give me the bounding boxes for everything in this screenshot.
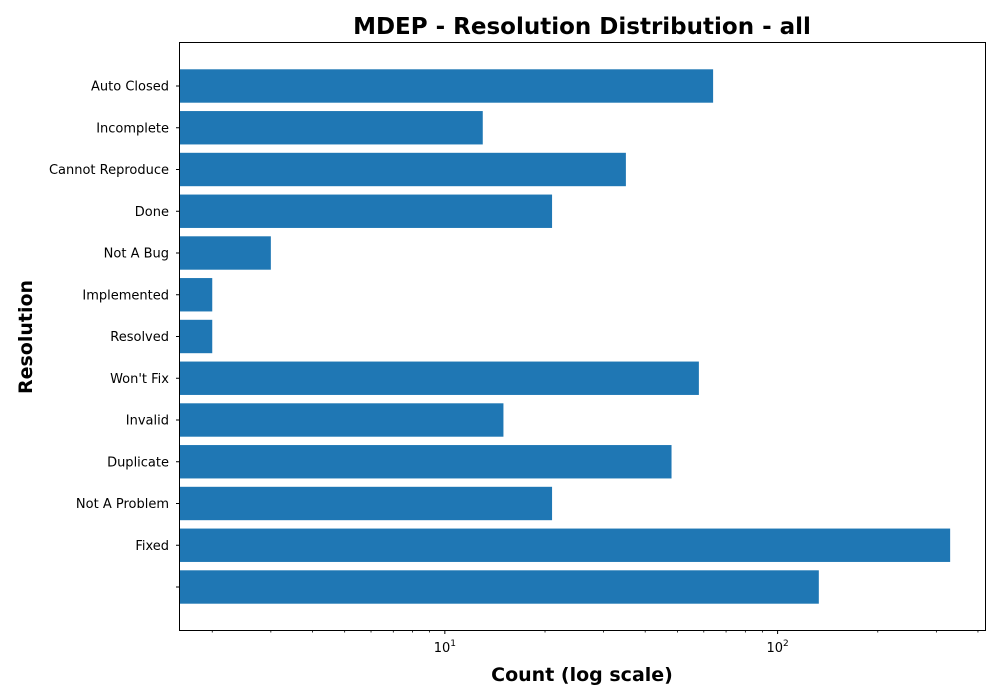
y-tick-label: Invalid	[126, 414, 169, 429]
x-tick-label: 101	[434, 639, 456, 656]
y-tick-label: Not A Problem	[76, 497, 169, 512]
bar-incomplete	[180, 111, 483, 145]
y-tick-label: Done	[135, 205, 169, 220]
y-tick-label: Not A Bug	[104, 247, 169, 262]
bar-won-t-fix	[180, 361, 699, 395]
bar-auto-closed	[180, 69, 714, 103]
bars-group	[180, 69, 951, 604]
y-tick-label: Fixed	[135, 539, 169, 554]
x-axis-label: Count (log scale)	[491, 664, 673, 686]
bar-cannot-reproduce	[180, 152, 626, 187]
bar-not-a-bug	[180, 236, 271, 270]
y-tick-label: Resolved	[110, 330, 169, 345]
y-axis-label: Resolution	[15, 280, 37, 394]
y-tick-label: Duplicate	[107, 455, 169, 470]
y-tick-label: Cannot Reproduce	[49, 163, 169, 178]
plot-frame	[179, 42, 986, 631]
y-tick-label: Auto Closed	[91, 80, 169, 95]
bar-done	[180, 194, 553, 228]
bar-not-a-problem	[180, 486, 553, 521]
bar-resolved	[180, 319, 213, 354]
bar-fixed	[180, 528, 951, 562]
bar-blank-12	[180, 570, 819, 604]
y-tick-label: Won't Fix	[110, 372, 169, 387]
y-axis-ticks: Auto Closed Incomplete Cannot Reproduce Don…	[49, 80, 180, 588]
y-tick-label: Incomplete	[96, 121, 169, 136]
bar-implemented	[180, 278, 213, 312]
x-axis-ticks: 101 102	[211, 630, 979, 656]
y-tick-label: Implemented	[82, 288, 169, 303]
chart-title: MDEP - Resolution Distribution - all	[353, 14, 811, 40]
x-tick-label: 102	[766, 639, 788, 656]
bar-invalid	[180, 403, 504, 437]
bar-duplicate	[180, 445, 672, 479]
